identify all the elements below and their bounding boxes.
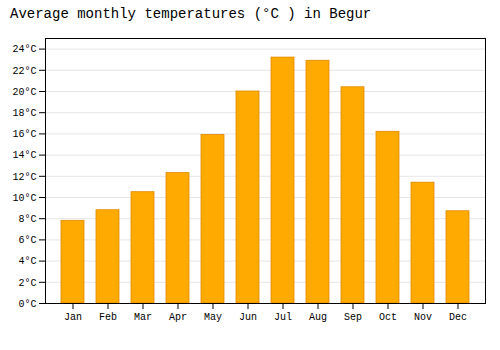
- svg-text:Apr: Apr: [169, 312, 187, 323]
- svg-text:Feb: Feb: [99, 312, 117, 323]
- svg-text:12°C: 12°C: [12, 172, 36, 183]
- svg-text:May: May: [204, 312, 222, 323]
- svg-text:8°C: 8°C: [18, 214, 36, 225]
- html-text:Average monthly temperatures (: Average monthly temperatures (°C ) in Be…: [10, 6, 372, 22]
- svg-text:Jun: Jun: [239, 312, 257, 323]
- svg-text:Mar: Mar: [134, 312, 152, 323]
- svg-text:Jul: Jul: [274, 312, 292, 323]
- svg-text:Dec: Dec: [449, 312, 467, 323]
- svg-text:18°C: 18°C: [12, 108, 36, 119]
- svg-text:4°C: 4°C: [18, 256, 36, 267]
- svg-text:2°C: 2°C: [18, 278, 36, 289]
- svg-text:10°C: 10°C: [12, 193, 36, 204]
- svg-text:Jan: Jan: [64, 312, 82, 323]
- svg-text:0°C: 0°C: [18, 299, 36, 310]
- svg-text:14°C: 14°C: [12, 150, 36, 161]
- svg-text:6°C: 6°C: [18, 235, 36, 246]
- svg-text:20°C: 20°C: [12, 87, 36, 98]
- svg-text:24°C: 24°C: [12, 44, 36, 55]
- svg-text:Aug: Aug: [309, 312, 327, 323]
- svg-text:22°C: 22°C: [12, 66, 36, 77]
- svg-text:Oct: Oct: [379, 312, 397, 323]
- svg-text:Nov: Nov: [414, 312, 432, 323]
- svg-text:16°C: 16°C: [12, 129, 36, 140]
- svg-text:Sep: Sep: [344, 312, 362, 323]
